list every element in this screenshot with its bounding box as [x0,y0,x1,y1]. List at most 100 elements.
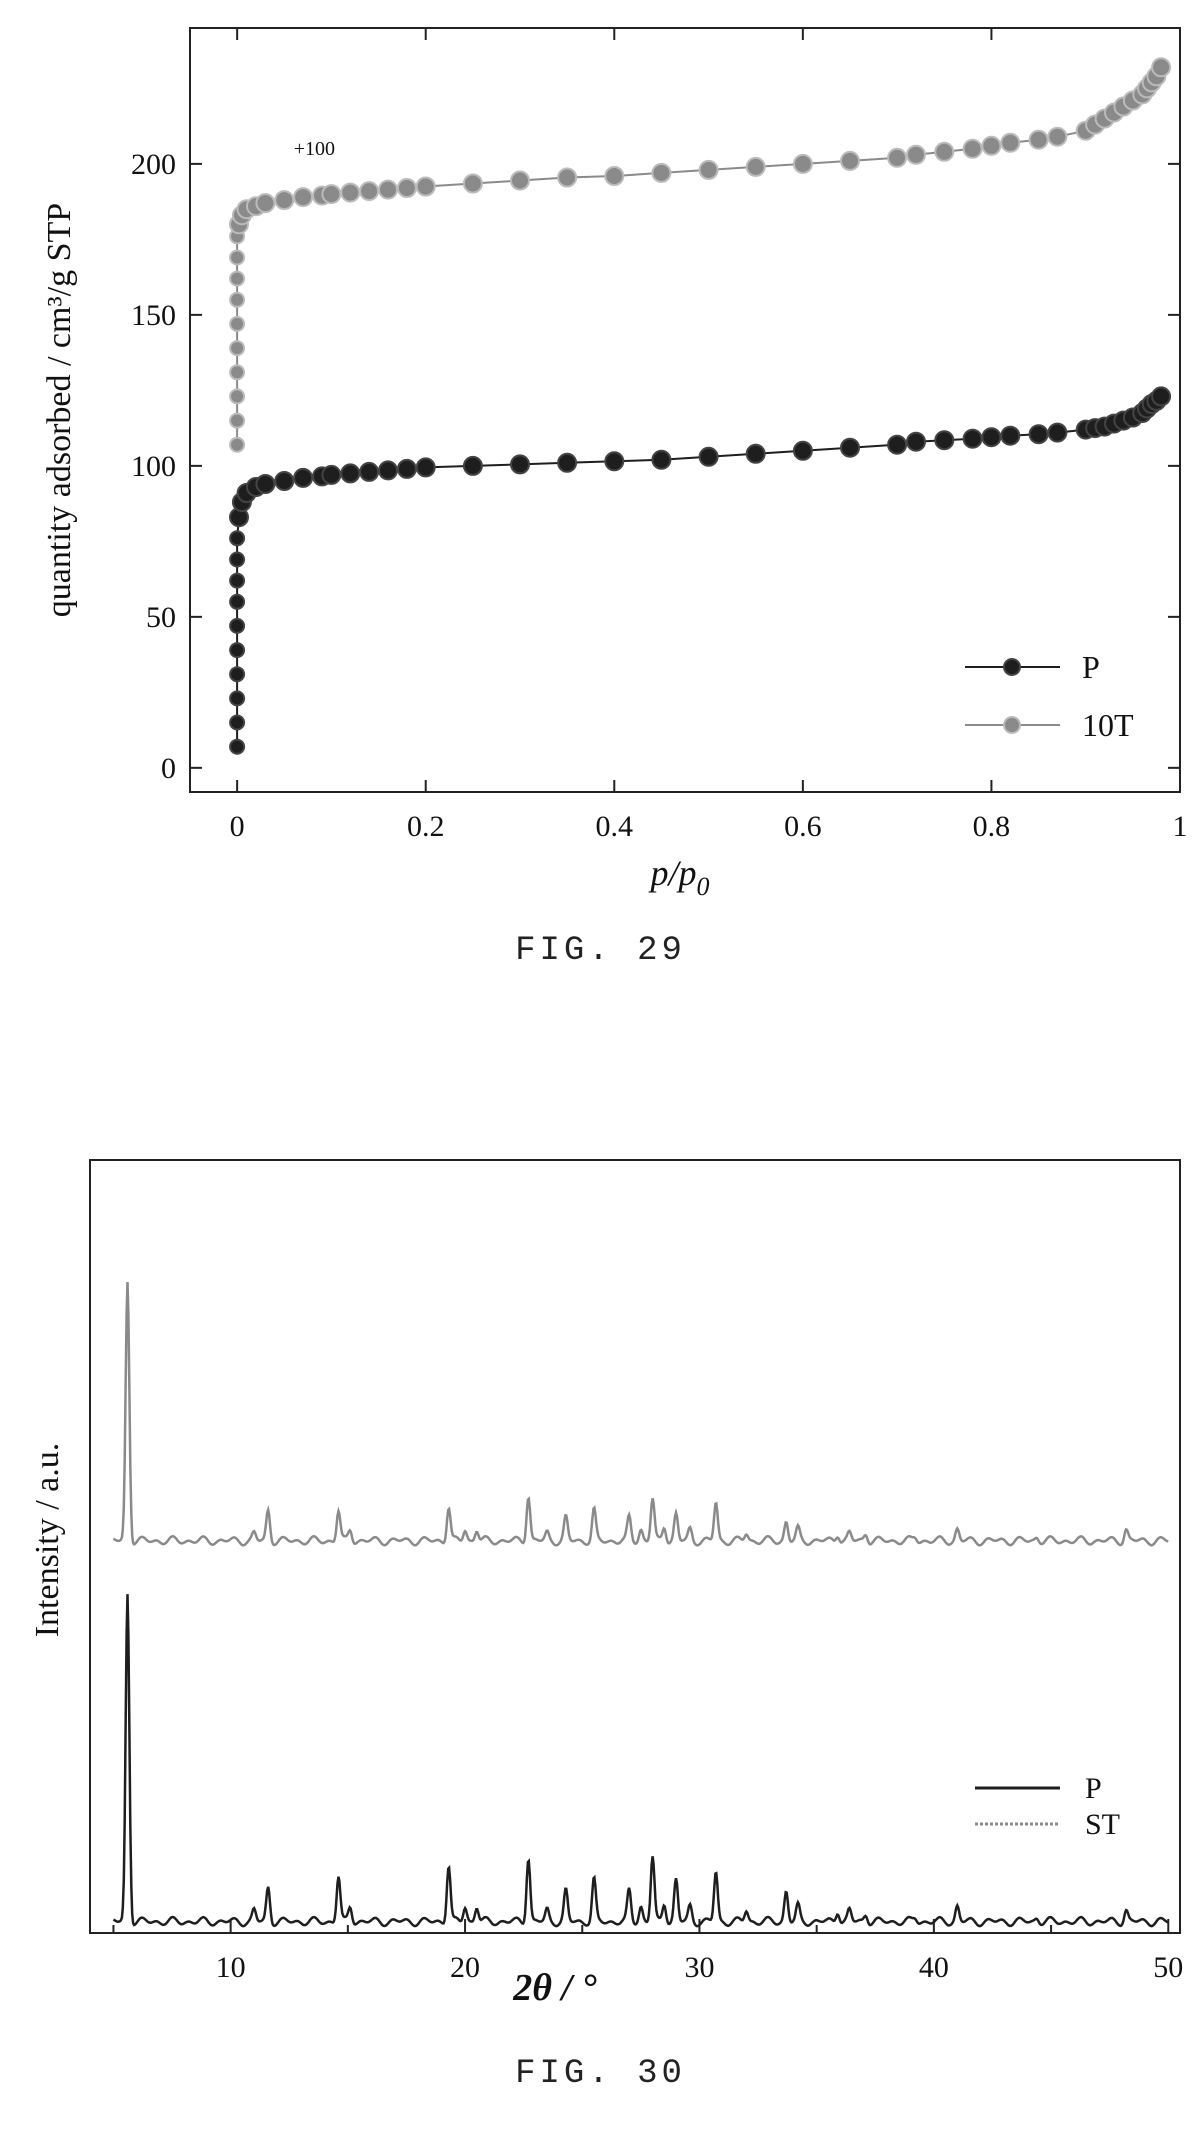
data-point-p [1000,425,1021,446]
data-point-10t [396,178,417,198]
x-tick-label-30: 10 [216,1951,246,1984]
data-point-10t [510,170,530,191]
data-point-p [906,431,926,452]
x-tick-label-30: 50 [1153,1951,1183,1984]
data-point-10t [274,190,295,211]
legend-marker-10t [1003,716,1021,734]
adsorption-isotherm-chart: 0 0.2 0.4 0.6 0.8 1 0 50 100 150 200 quantity adso… [41,27,1188,901]
x-tick-label-30: 30 [684,1951,714,1984]
x-axis-label-subscript: 0 [697,872,710,901]
y-tick-label: 100 [131,450,176,483]
pattern-st [112,1281,1169,1547]
data-point-10t [1151,57,1172,78]
y-axis-label-30: Intensity / a.u. [29,1443,66,1638]
data-point-p [255,474,276,494]
x-tick-label: 0.4 [596,810,634,843]
data-point-p [229,593,246,610]
data-point-p [1151,386,1172,407]
data-point-p [1028,424,1049,445]
legend-marker-p [1003,658,1021,676]
data-point-10t [1000,132,1021,153]
tick-marks-30 [112,1919,1170,1933]
x-tick-label: 0 [230,810,245,843]
data-point-p [840,437,860,458]
x-tick-label: 1 [1173,810,1188,843]
data-point-p [229,572,246,589]
legend-label-10t: 10T [1082,707,1134,743]
data-point-10t [934,141,955,162]
data-point-10t [229,270,246,287]
y-tick-label: 0 [161,752,176,785]
data-point-p [462,455,483,476]
data-point-p [698,446,719,467]
data-point-p [229,714,246,731]
x-tick-label-30: 20 [450,1951,480,1984]
data-point-p [340,463,361,484]
data-point-p [378,460,398,481]
data-point-10t [415,176,436,197]
y-tick-label: 150 [131,299,176,332]
data-point-10t [906,144,926,165]
data-point-10t [1047,126,1068,147]
figure-caption-30: FIG. 30 [515,2055,686,2093]
data-point-p [604,451,625,472]
data-point-10t [840,150,860,171]
tick-marks [190,28,1181,792]
data-point-p [293,467,314,488]
data-point-p [962,428,983,449]
tick-labels-30: 10 20 30 40 50 [216,1951,1184,1984]
x-axis-label: p/p0 [647,853,709,901]
data-point-p [415,457,436,478]
data-point-10t [321,184,342,205]
data-point-10t [792,153,813,174]
pattern-lines [112,1281,1169,1928]
data-point-p [229,617,246,634]
data-point-p [274,471,295,491]
data-point-p [1047,422,1068,443]
data-point-10t [745,156,766,177]
y-tick-label: 50 [146,601,176,634]
offset-annotation: +100 [294,138,335,160]
data-point-10t [229,436,246,453]
x-tick-label: 0.8 [973,810,1011,843]
series-points [229,57,1172,755]
legend-label-p: P [1082,649,1100,685]
data-point-10t [229,315,246,332]
data-point-p [229,551,246,568]
data-point-10t [981,135,1002,156]
x-tick-label: 0.2 [407,810,445,843]
data-point-p [745,443,766,464]
series-line-p [236,395,1162,747]
data-point-10t [229,388,246,405]
data-point-10t [1028,129,1049,150]
tick-labels: 0 0.2 0.4 0.6 0.8 1 0 50 100 150 200 [131,148,1188,843]
data-point-10t [557,167,578,188]
x-tick-label-30: 40 [919,1951,949,1984]
data-point-p [229,530,246,547]
data-point-10t [604,166,625,186]
data-point-10t [229,340,246,357]
data-point-10t [651,162,672,183]
data-point-10t [962,138,983,159]
figure-caption-29: FIG. 29 [515,932,686,970]
data-point-10t [359,181,380,202]
x-axis-label-30: 2θ / ° [512,1967,596,2009]
x-tick-label: 0.6 [784,810,822,843]
data-point-10t [340,182,361,203]
data-point-10t [255,193,276,214]
data-point-10t [293,187,314,208]
data-point-p [934,430,955,451]
data-point-p [981,427,1002,448]
y-tick-label: 200 [131,148,176,181]
data-point-p [229,738,246,755]
data-point-10t [887,147,908,168]
data-point-p [651,449,672,470]
legend: P 10T [965,649,1134,743]
series-line-10t [236,66,1162,445]
data-point-10t [378,179,398,200]
data-point-p [792,440,813,461]
pattern-p [112,1594,1169,1928]
plot-frame [189,27,1181,793]
data-point-p [557,452,578,473]
data-point-p [887,434,908,455]
